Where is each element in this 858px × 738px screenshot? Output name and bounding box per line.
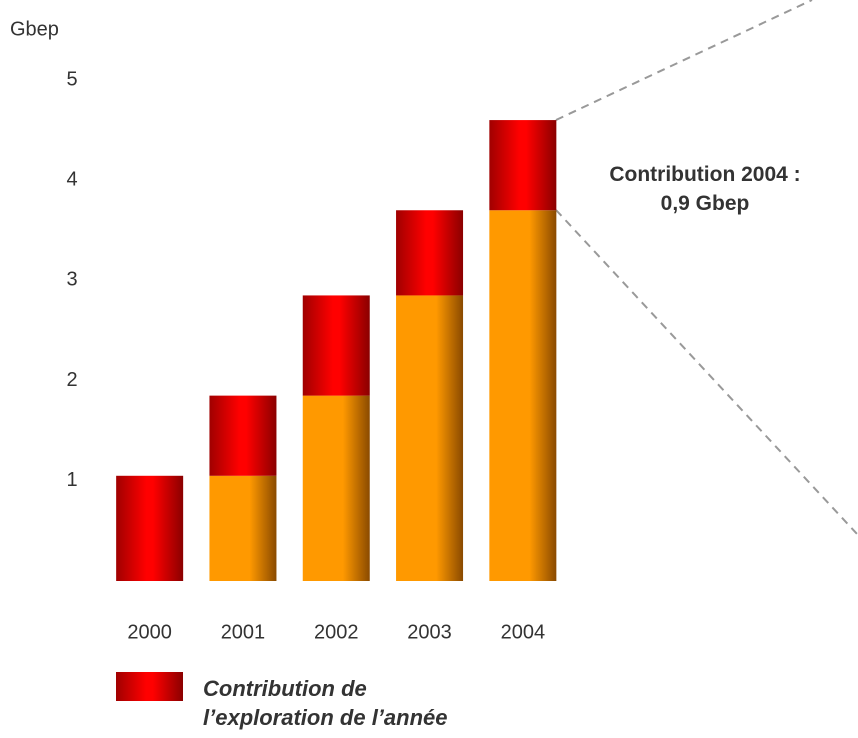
annotation: Contribution 2004 : 0,9 Gbep [609,163,801,215]
bar-segment [302,295,370,396]
y-tick-label: 2 [66,369,77,391]
bar-segment [396,295,464,581]
zoom-line [555,209,858,536]
bar-segment [489,120,557,211]
bar-segment [396,210,464,296]
bar-segment [116,475,184,581]
bar-segment [489,210,557,581]
x-tick-label: 2003 [407,621,452,643]
y-axis-label: Gbep [10,18,59,40]
legend-swatch [116,672,183,701]
bar-segment [209,395,277,476]
y-tick-label: 1 [66,469,77,491]
x-tick-label: 2001 [221,621,266,643]
bar-segment [209,475,277,581]
y-tick-label: 5 [66,68,77,90]
x-tick-label: 2000 [127,621,172,643]
bar-segment [302,395,370,581]
y-tick-label: 3 [66,269,77,291]
y-tick-label: 4 [66,168,77,190]
x-tick-label: 2004 [501,621,546,643]
x-tick-label: 2002 [314,621,359,643]
legend-label: Contribution de l’exploration de l’année [203,676,448,730]
zoom-line [555,0,813,121]
